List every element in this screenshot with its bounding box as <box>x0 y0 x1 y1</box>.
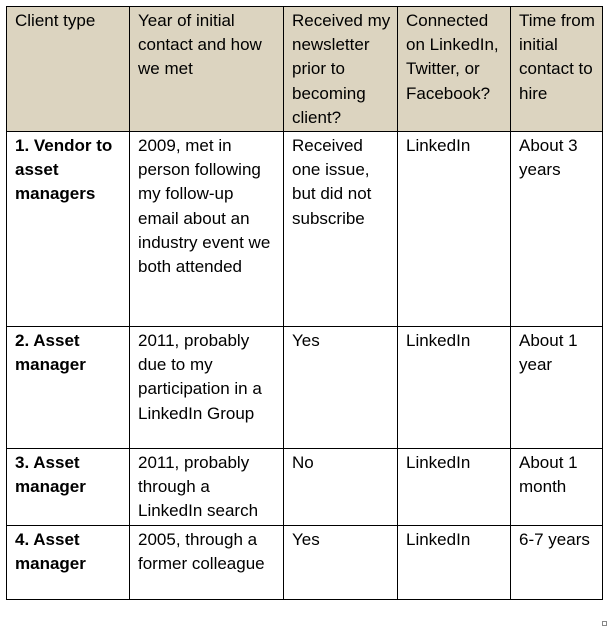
cell-connected: LinkedIn <box>397 326 511 450</box>
header-row: Client type Year of initial contact and … <box>6 5 603 133</box>
table-header: Client type Year of initial contact and … <box>6 5 603 133</box>
table-row: 1. Vendor to asset managers 2009, met in… <box>6 131 603 328</box>
client-table: Client type Year of initial contact and … <box>6 5 603 600</box>
resize-handle-icon <box>602 621 607 626</box>
cell-newsletter: Yes <box>283 524 398 600</box>
cell-initial-contact: 2011, probably due to my participation i… <box>129 326 284 450</box>
cell-time-to-hire: About 3 years <box>510 131 603 328</box>
header-client-type: Client type <box>6 5 130 133</box>
cell-initial-contact: 2005, through a former colleague <box>129 524 284 600</box>
header-initial-contact: Year of initial contact and how we met <box>129 5 284 133</box>
cell-client-type: 2. Asset manager <box>6 326 130 450</box>
header-newsletter: Received my newsletter prior to becoming… <box>283 5 398 133</box>
cell-newsletter: Received one issue, but did not subscrib… <box>283 131 398 328</box>
cell-time-to-hire: About 1 year <box>510 326 603 450</box>
cell-client-type: 1. Vendor to asset managers <box>6 131 130 328</box>
cell-newsletter: Yes <box>283 326 398 450</box>
table-body: 1. Vendor to asset managers 2009, met in… <box>6 131 603 600</box>
header-time-to-hire: Time from initial contact to hire <box>510 5 603 133</box>
cell-time-to-hire: About 1 month <box>510 448 603 526</box>
cell-newsletter: No <box>283 448 398 526</box>
cell-connected: LinkedIn <box>397 524 511 600</box>
header-connected: Connected on LinkedIn, Twitter, or Faceb… <box>397 5 511 133</box>
cell-connected: LinkedIn <box>397 448 511 526</box>
cell-time-to-hire: 6-7 years <box>510 524 603 600</box>
table-row: 2. Asset manager 2011, probably due to m… <box>6 326 603 450</box>
cell-initial-contact: 2011, probably through a LinkedIn search <box>129 448 284 526</box>
table-row: 3. Asset manager 2011, probably through … <box>6 448 603 526</box>
cell-initial-contact: 2009, met in person following my follow-… <box>129 131 284 328</box>
cell-client-type: 4. Asset manager <box>6 524 130 600</box>
cell-client-type: 3. Asset manager <box>6 448 130 526</box>
table-row: 4. Asset manager 2005, through a former … <box>6 524 603 600</box>
cell-connected: LinkedIn <box>397 131 511 328</box>
